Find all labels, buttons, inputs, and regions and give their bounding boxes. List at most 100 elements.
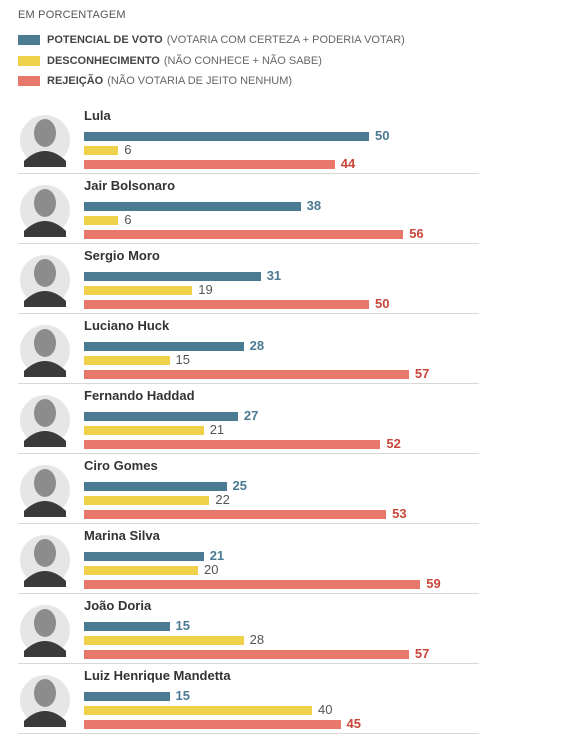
candidate-name: Luciano Huck <box>84 318 170 333</box>
candidate-row: Ciro Gomes 25 22 53 <box>0 454 563 524</box>
row-divider <box>18 173 479 174</box>
candidate-row: Sergio Moro 31 19 50 <box>0 244 563 314</box>
row-divider <box>18 663 479 664</box>
candidate-avatar <box>20 185 70 237</box>
value-label-rejeicao: 45 <box>346 716 361 731</box>
value-label-potencial: 38 <box>306 198 322 213</box>
row-divider <box>18 383 479 384</box>
row-divider <box>18 523 479 524</box>
value-label-potencial: 15 <box>175 618 190 633</box>
legend: POTENCIAL DE VOTO (VOTARIA COM CERTEZA +… <box>18 30 405 92</box>
candidate-row: Lula 50 6 44 <box>0 104 563 174</box>
value-label-rejeicao: 50 <box>375 296 390 311</box>
candidate-name: Fernando Haddad <box>84 388 195 403</box>
candidate-name: Sergio Moro <box>84 248 160 263</box>
bar-rejeicao <box>84 160 335 169</box>
value-label-rejeicao: 56 <box>409 226 424 241</box>
bar-desconhecimento <box>84 426 204 435</box>
bar-potencial <box>84 412 238 421</box>
candidate-avatar <box>20 465 70 517</box>
value-label-desconhecimento: 21 <box>209 422 225 437</box>
value-label-rejeicao: 59 <box>426 576 441 591</box>
value-label-potencial: 15 <box>175 688 190 703</box>
candidate-row: Jair Bolsonaro 38 6 56 <box>0 174 563 244</box>
candidate-row: Marina Silva 21 20 59 <box>0 524 563 594</box>
legend-item-desconhecimento: DESCONHECIMENTO (NÃO CONHECE + NÃO SABE) <box>18 51 405 72</box>
value-label-rejeicao: 53 <box>392 506 407 521</box>
legend-swatch-desconhecimento <box>18 55 40 66</box>
value-label-potencial: 28 <box>249 338 265 353</box>
legend-swatch-rejeicao <box>18 76 40 87</box>
bar-rejeicao <box>84 720 341 729</box>
bar-rejeicao <box>84 300 369 309</box>
value-label-desconhecimento: 6 <box>124 212 132 227</box>
bar-desconhecimento <box>84 146 119 155</box>
value-label-potencial: 31 <box>266 268 282 283</box>
bar-desconhecimento <box>84 286 193 295</box>
candidate-name: Ciro Gomes <box>84 458 158 473</box>
bar-desconhecimento <box>84 566 198 575</box>
value-label-desconhecimento: 15 <box>175 352 190 367</box>
value-label-rejeicao: 52 <box>386 436 401 451</box>
candidate-row: João Doria 15 28 57 <box>0 594 563 664</box>
candidate-name: João Doria <box>84 598 152 613</box>
row-divider <box>18 733 479 734</box>
legend-title-rejeicao: REJEIÇÃO <box>47 75 104 88</box>
bar-potencial <box>84 132 369 141</box>
value-label-desconhecimento: 6 <box>124 142 132 157</box>
value-label-desconhecimento: 22 <box>215 492 230 507</box>
bar-potencial <box>84 552 204 561</box>
value-label-rejeicao: 57 <box>414 366 430 381</box>
value-label-rejeicao: 57 <box>414 646 430 661</box>
bar-rejeicao <box>84 510 387 519</box>
bar-rejeicao <box>84 230 404 239</box>
candidate-name: Luiz Henrique Mandetta <box>84 668 231 683</box>
bar-potencial <box>84 342 244 351</box>
legend-desc-potencial: (VOTARIA COM CERTEZA + PODERIA VOTAR) <box>166 34 405 47</box>
candidate-row: Fernando Haddad 27 21 52 <box>0 384 563 454</box>
candidate-avatar <box>20 325 70 377</box>
value-label-desconhecimento: 40 <box>318 702 333 717</box>
bar-potencial <box>84 622 170 631</box>
row-divider <box>18 313 479 314</box>
value-label-potencial: 25 <box>232 478 247 493</box>
candidate-row: Luciano Huck 28 15 57 <box>0 314 563 384</box>
legend-item-potencial: POTENCIAL DE VOTO (VOTARIA COM CERTEZA +… <box>18 30 405 51</box>
candidate-avatar <box>20 395 70 447</box>
bar-potencial <box>84 482 227 491</box>
legend-title-potencial: POTENCIAL DE VOTO <box>47 34 163 47</box>
bar-desconhecimento <box>84 706 312 715</box>
bar-chart: Lula 50 6 44 Jair Bolsonaro 38 6 56 Sergio Moro 3… <box>0 104 563 743</box>
legend-item-rejeicao: REJEIÇÃO (NÃO VOTARIA DE JEITO NENHUM) <box>18 71 405 92</box>
bar-rejeicao <box>84 440 381 449</box>
value-label-potencial: 50 <box>375 128 390 143</box>
value-label-potencial: 27 <box>243 408 259 423</box>
bar-desconhecimento <box>84 356 170 365</box>
bar-rejeicao <box>84 650 409 659</box>
row-divider <box>18 453 479 454</box>
value-label-desconhecimento: 28 <box>249 632 265 647</box>
legend-desc-rejeicao: (NÃO VOTARIA DE JEITO NENHUM) <box>107 75 293 88</box>
candidate-name: Lula <box>84 108 111 123</box>
candidate-avatar <box>20 675 70 727</box>
bar-rejeicao <box>84 370 409 379</box>
bar-rejeicao <box>84 580 421 589</box>
candidate-avatar <box>20 605 70 657</box>
bar-potencial <box>84 202 301 211</box>
value-label-potencial: 21 <box>209 548 225 563</box>
legend-desc-desconhecimento: (NÃO CONHECE + NÃO SABE) <box>163 54 322 67</box>
value-label-desconhecimento: 19 <box>198 282 213 297</box>
value-label-desconhecimento: 20 <box>204 562 219 577</box>
candidate-name: Jair Bolsonaro <box>84 178 176 193</box>
bar-desconhecimento <box>84 216 119 225</box>
candidate-name: Marina Silva <box>84 528 160 543</box>
candidate-avatar <box>20 255 70 307</box>
bar-desconhecimento <box>84 496 210 505</box>
candidate-avatar <box>20 115 70 167</box>
legend-swatch-potencial <box>18 35 40 46</box>
bar-potencial <box>84 272 261 281</box>
row-divider <box>18 243 479 244</box>
candidate-row: Luiz Henrique Mandetta 15 40 45 <box>0 664 563 734</box>
bar-desconhecimento <box>84 636 244 645</box>
row-divider <box>18 593 479 594</box>
